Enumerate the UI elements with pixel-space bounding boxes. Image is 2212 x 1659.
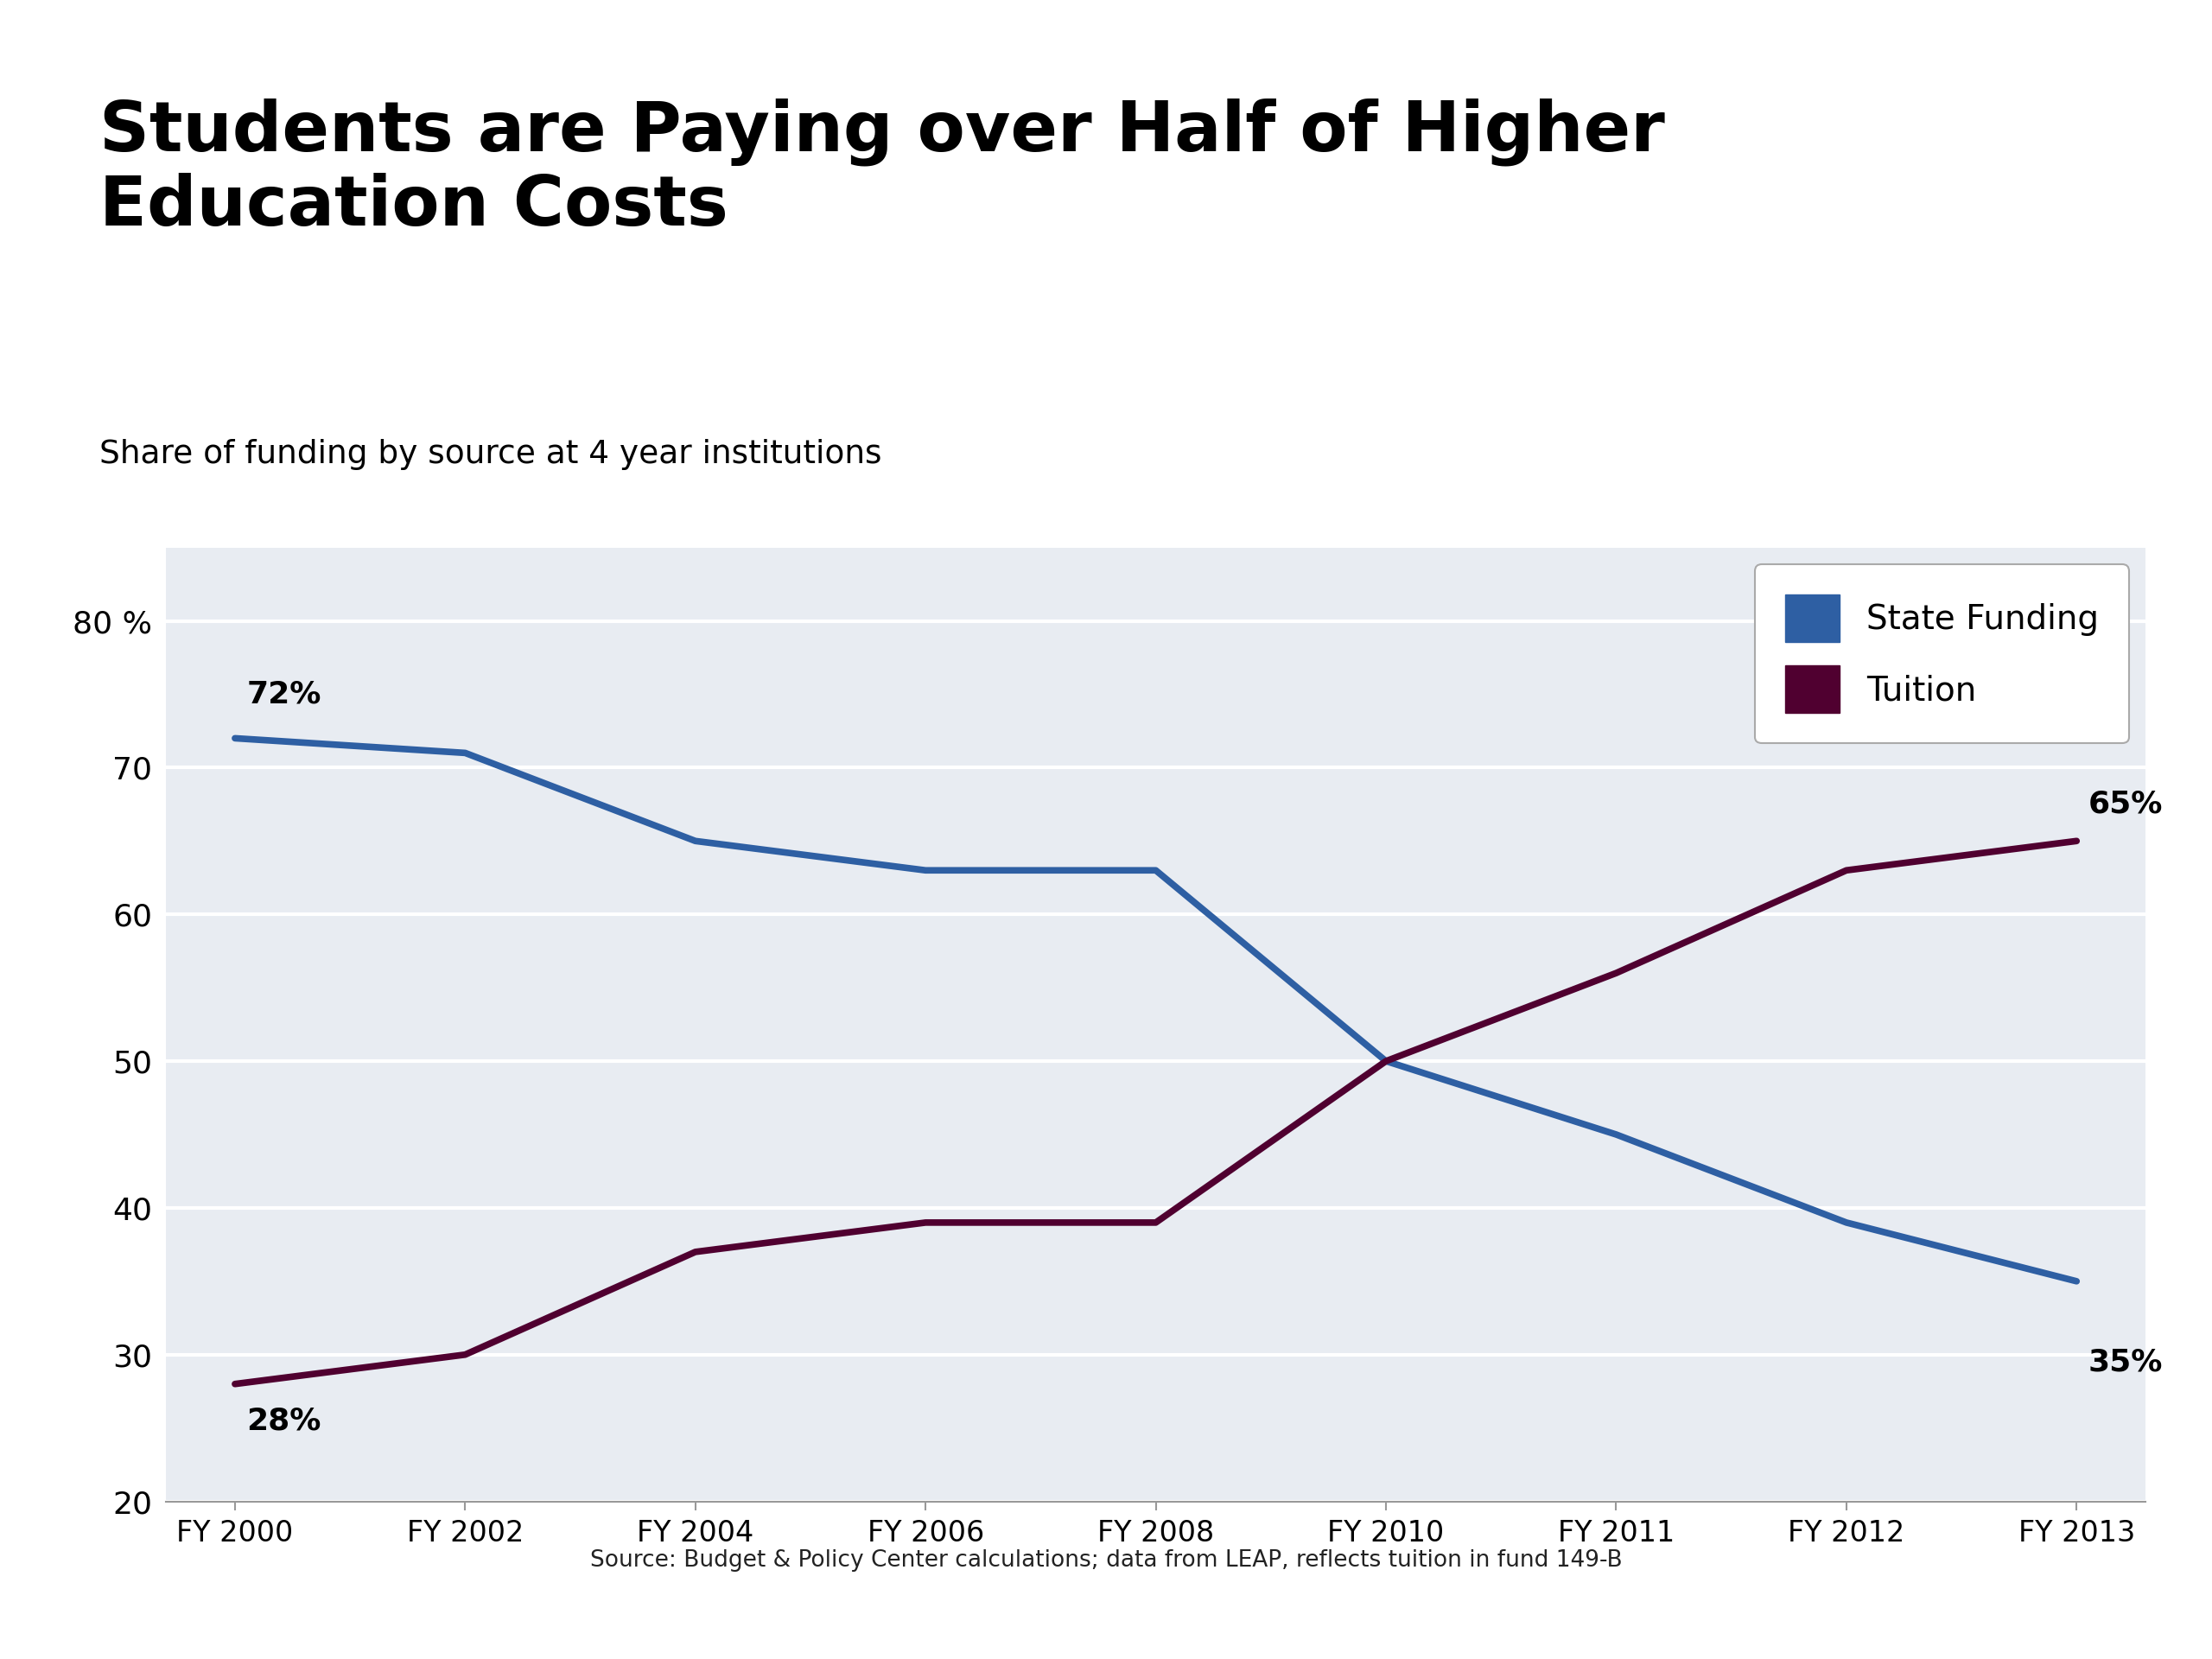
Text: Students are Paying over Half of Higher
Education Costs: Students are Paying over Half of Higher … xyxy=(100,98,1666,241)
Text: 65%: 65% xyxy=(2088,790,2163,820)
Text: 72%: 72% xyxy=(246,680,321,708)
Text: 28%: 28% xyxy=(246,1407,321,1435)
Text: Source: Budget & Policy Center calculations; data from LEAP, reflects tuition in: Source: Budget & Policy Center calculati… xyxy=(591,1550,1621,1571)
Text: Share of funding by source at 4 year institutions: Share of funding by source at 4 year ins… xyxy=(100,438,883,469)
Text: 35%: 35% xyxy=(2088,1347,2163,1377)
Text: Washington State Budget & Policy Center | budgetandpolicy.org: Washington State Budget & Policy Center … xyxy=(1458,18,2185,41)
Legend: State Funding, Tuition: State Funding, Tuition xyxy=(1756,564,2128,743)
